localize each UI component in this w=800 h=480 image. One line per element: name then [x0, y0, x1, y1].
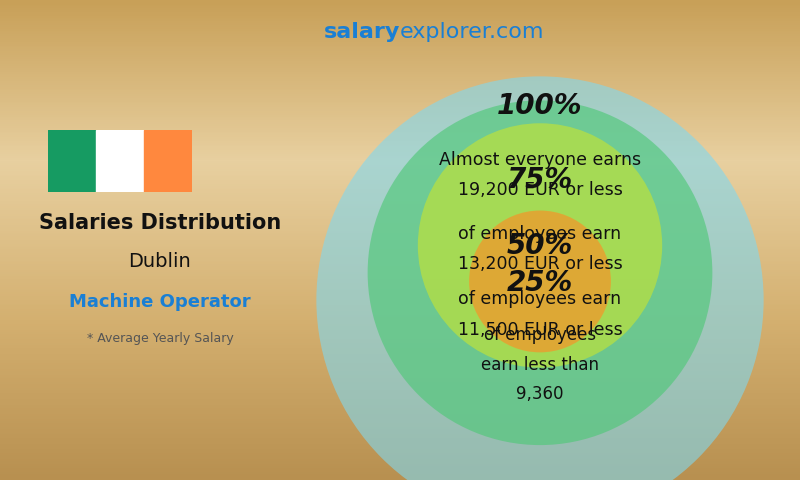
- Text: 75%: 75%: [507, 166, 573, 194]
- Text: * Average Yearly Salary: * Average Yearly Salary: [86, 332, 234, 345]
- Circle shape: [469, 211, 611, 352]
- Text: 9,360: 9,360: [516, 385, 564, 403]
- Circle shape: [418, 123, 662, 368]
- Text: Dublin: Dublin: [129, 252, 191, 271]
- Bar: [96, 130, 144, 192]
- Text: Machine Operator: Machine Operator: [69, 293, 251, 312]
- Text: of employees earn: of employees earn: [458, 290, 622, 308]
- Circle shape: [368, 100, 712, 445]
- Bar: [48, 130, 96, 192]
- Text: 13,200 EUR or less: 13,200 EUR or less: [458, 255, 622, 273]
- Text: 25%: 25%: [507, 269, 573, 297]
- Text: 100%: 100%: [498, 92, 582, 120]
- Text: of employees: of employees: [484, 326, 596, 344]
- Bar: [144, 130, 192, 192]
- Text: Salaries Distribution: Salaries Distribution: [39, 213, 281, 233]
- Text: 19,200 EUR or less: 19,200 EUR or less: [458, 181, 622, 199]
- Text: Almost everyone earns: Almost everyone earns: [439, 151, 641, 168]
- Text: 11,500 EUR or less: 11,500 EUR or less: [458, 321, 622, 339]
- Text: salary: salary: [324, 22, 400, 42]
- Text: explorer.com: explorer.com: [400, 22, 545, 42]
- Text: of employees earn: of employees earn: [458, 225, 622, 243]
- Circle shape: [316, 76, 764, 480]
- Text: 50%: 50%: [507, 232, 573, 260]
- Text: earn less than: earn less than: [481, 356, 599, 373]
